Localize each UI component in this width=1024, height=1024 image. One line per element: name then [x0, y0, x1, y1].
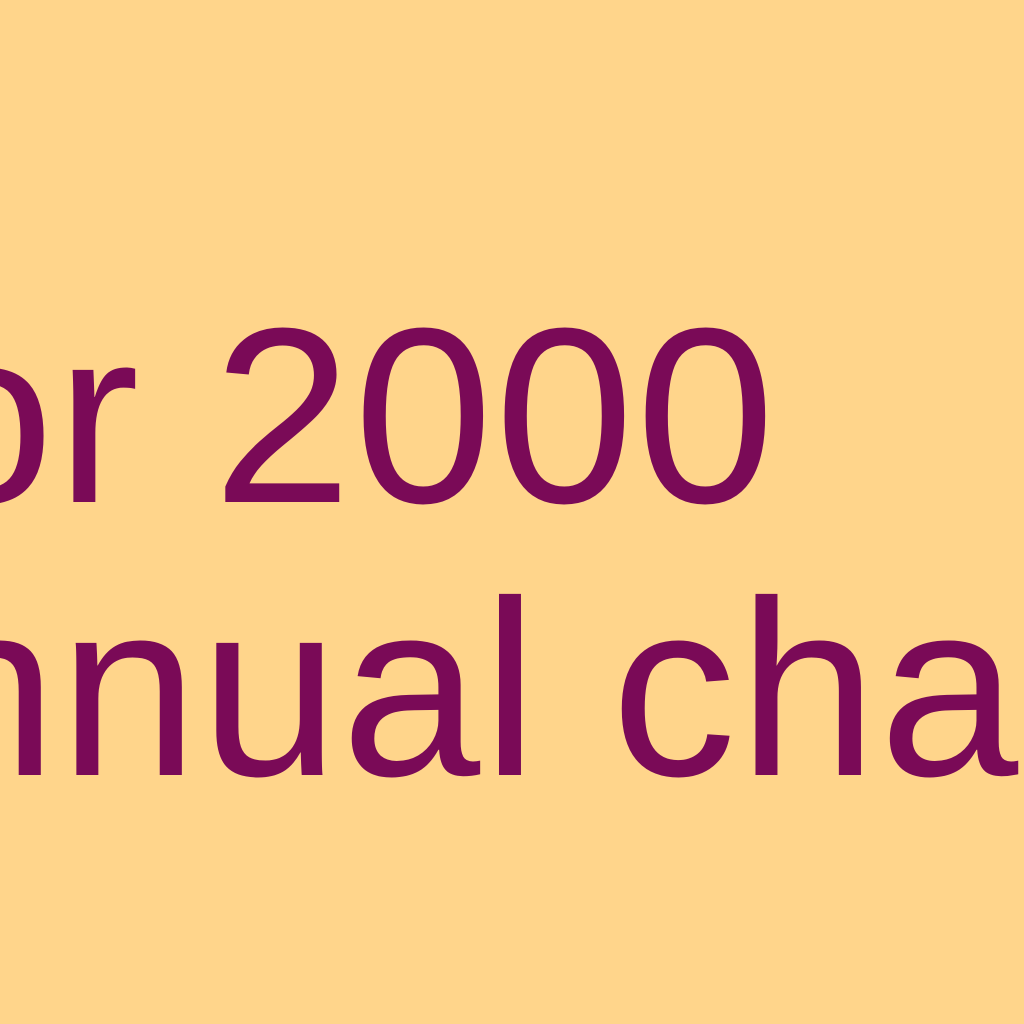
text-line-1: or 2000 [0, 276, 777, 555]
text-line-2: nnual cha [0, 549, 1021, 828]
